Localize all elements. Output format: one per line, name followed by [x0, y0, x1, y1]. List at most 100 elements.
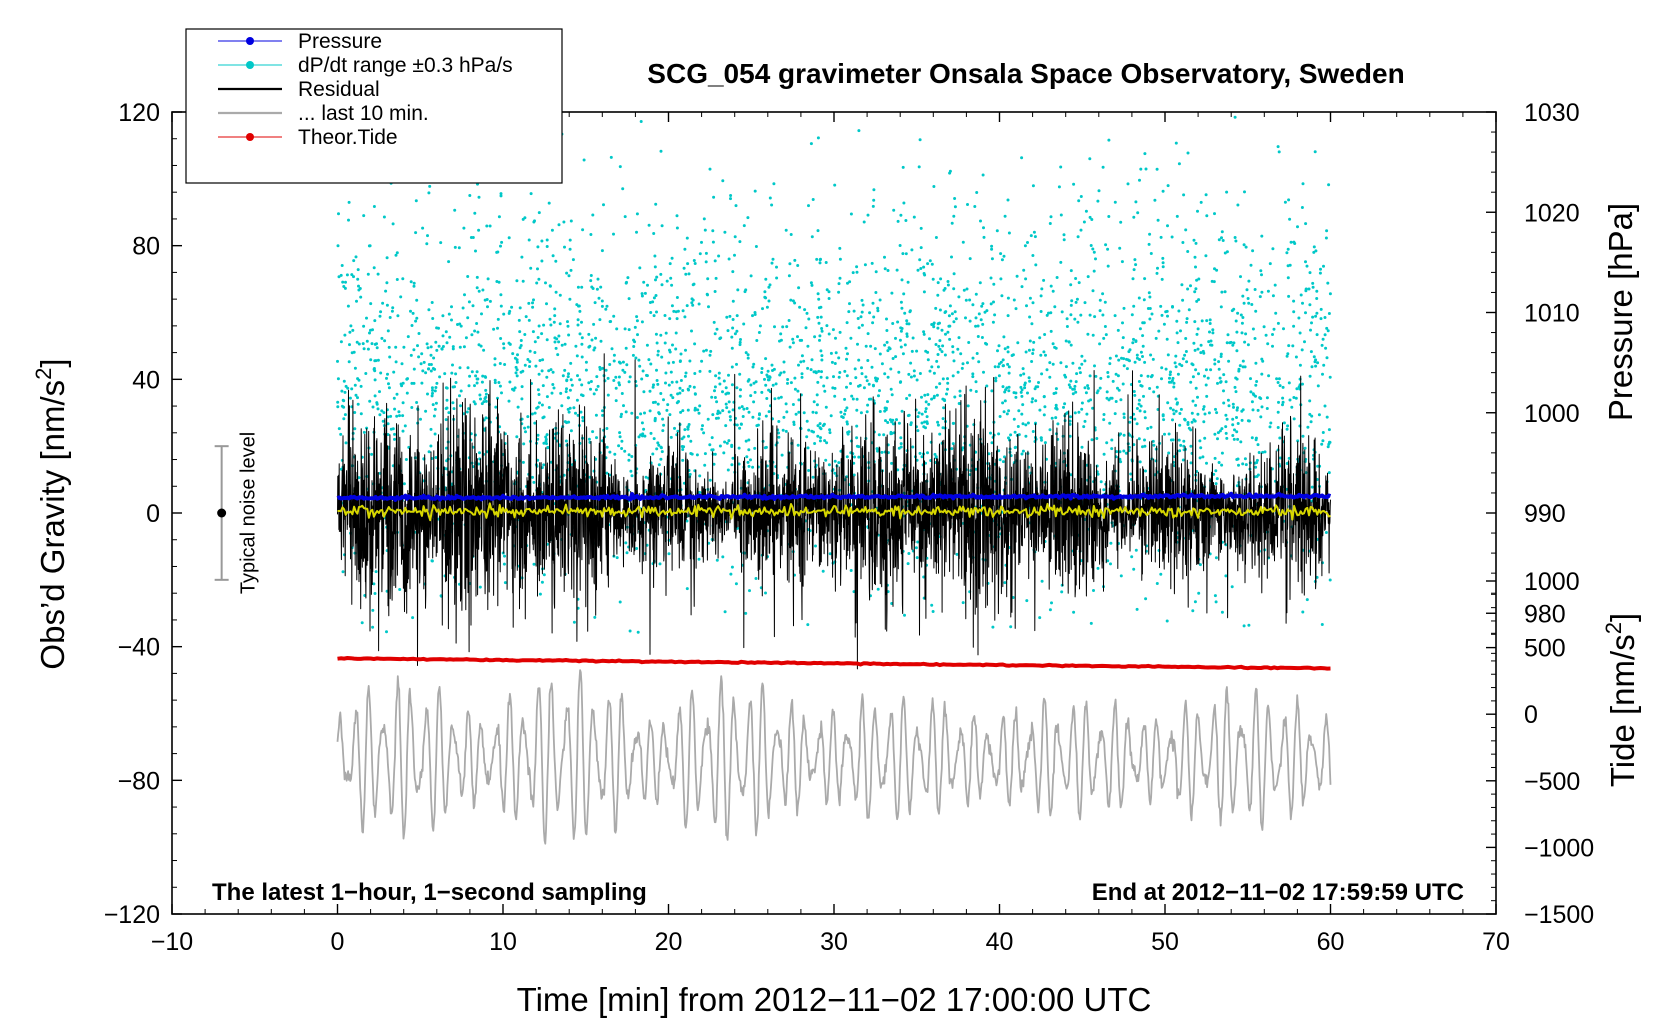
dpdt-point: [409, 309, 412, 313]
dpdt-point: [806, 366, 810, 370]
dpdt-point: [641, 432, 645, 436]
dpdt-point: [1288, 398, 1292, 402]
dpdt-point: [426, 346, 430, 350]
dpdt-point: [1138, 327, 1142, 331]
dpdt-point: [1126, 182, 1130, 186]
dpdt-point: [1020, 394, 1024, 398]
dpdt-point: [1024, 434, 1028, 438]
dpdt-point: [1178, 412, 1182, 415]
dpdt-point: [477, 228, 481, 232]
dpdt-point: [1161, 265, 1165, 269]
dpdt-point: [542, 573, 546, 577]
dpdt-point: [1163, 432, 1166, 436]
dpdt-point: [1054, 403, 1058, 407]
dpdt-point: [536, 388, 540, 392]
dpdt-point: [1201, 349, 1205, 353]
dpdt-point: [1208, 318, 1212, 322]
dpdt-point: [737, 446, 741, 450]
dpdt-point: [1110, 438, 1114, 442]
dpdt-point: [1059, 213, 1063, 217]
dpdt-point: [440, 347, 444, 351]
dpdt-point: [552, 386, 556, 390]
dpdt-point: [595, 287, 599, 291]
dpdt-point: [807, 317, 811, 321]
dpdt-point: [1094, 374, 1098, 378]
dpdt-point: [1271, 333, 1274, 336]
dpdt-point: [1251, 327, 1255, 331]
noise-bar-dot: [217, 508, 227, 518]
dpdt-point: [389, 414, 393, 418]
dpdt-point: [938, 347, 942, 351]
dpdt-point: [702, 431, 706, 435]
dpdt-point: [369, 328, 372, 332]
dpdt-point: [615, 556, 619, 560]
dpdt-point: [1032, 230, 1036, 234]
dpdt-point: [926, 358, 930, 362]
dpdt-point: [1282, 327, 1285, 331]
dpdt-point: [362, 214, 366, 218]
dpdt-point: [1083, 301, 1087, 305]
dpdt-point: [1007, 371, 1011, 375]
dpdt-point: [1031, 430, 1035, 433]
dpdt-point: [1093, 315, 1097, 319]
dpdt-point: [1062, 233, 1066, 237]
dpdt-point: [779, 338, 783, 342]
dpdt-point: [679, 410, 683, 414]
dpdt-point: [459, 404, 462, 408]
dpdt-point: [739, 338, 742, 341]
dpdt-point: [406, 335, 410, 339]
dpdt-point: [873, 347, 877, 351]
dpdt-point: [1148, 317, 1152, 321]
dpdt-point: [838, 257, 842, 261]
dpdt-point: [1297, 316, 1301, 320]
gravity-tick-label: 0: [146, 500, 160, 528]
dpdt-point: [1235, 458, 1239, 461]
dpdt-point: [1023, 386, 1027, 390]
dpdt-point: [793, 387, 797, 391]
dpdt-point: [604, 368, 608, 372]
dpdt-point: [767, 285, 771, 289]
dpdt-point: [567, 372, 570, 376]
dpdt-point: [1236, 203, 1240, 207]
dpdt-point: [386, 433, 390, 436]
dpdt-point: [1190, 420, 1194, 424]
dpdt-point: [373, 369, 377, 373]
dpdt-point: [698, 474, 702, 478]
dpdt-point: [1242, 301, 1246, 305]
dpdt-point: [1062, 238, 1066, 242]
dpdt-point: [716, 412, 720, 416]
dpdt-point: [498, 384, 502, 388]
dpdt-point: [1078, 366, 1082, 370]
dpdt-point: [897, 421, 901, 425]
dpdt-point: [1193, 255, 1197, 259]
dpdt-point: [1143, 152, 1147, 156]
dpdt-point: [1059, 260, 1063, 264]
dpdt-point: [1198, 563, 1202, 567]
dpdt-point: [982, 235, 986, 239]
dpdt-point: [1234, 239, 1238, 243]
dpdt-point: [945, 392, 948, 396]
dpdt-point: [992, 300, 995, 304]
dpdt-point: [763, 377, 766, 381]
dpdt-point: [1138, 460, 1142, 464]
dpdt-point: [990, 247, 994, 251]
dpdt-point: [724, 402, 728, 406]
dpdt-point: [1180, 364, 1184, 368]
dpdt-point: [430, 386, 434, 390]
dpdt-point: [1169, 380, 1173, 384]
dpdt-point: [656, 382, 660, 386]
dpdt-point: [344, 441, 348, 445]
dpdt-point: [410, 381, 414, 385]
dpdt-point: [1211, 328, 1215, 332]
dpdt-point: [1166, 184, 1170, 188]
dpdt-point: [787, 319, 791, 322]
dpdt-point: [1209, 368, 1213, 372]
dpdt-point: [628, 629, 632, 633]
dpdt-point: [833, 183, 837, 187]
dpdt-point: [944, 332, 947, 336]
dpdt-point: [666, 403, 670, 407]
dpdt-point: [1235, 430, 1239, 434]
dpdt-point: [376, 407, 380, 411]
dpdt-point: [754, 245, 758, 248]
dpdt-point: [725, 406, 729, 410]
